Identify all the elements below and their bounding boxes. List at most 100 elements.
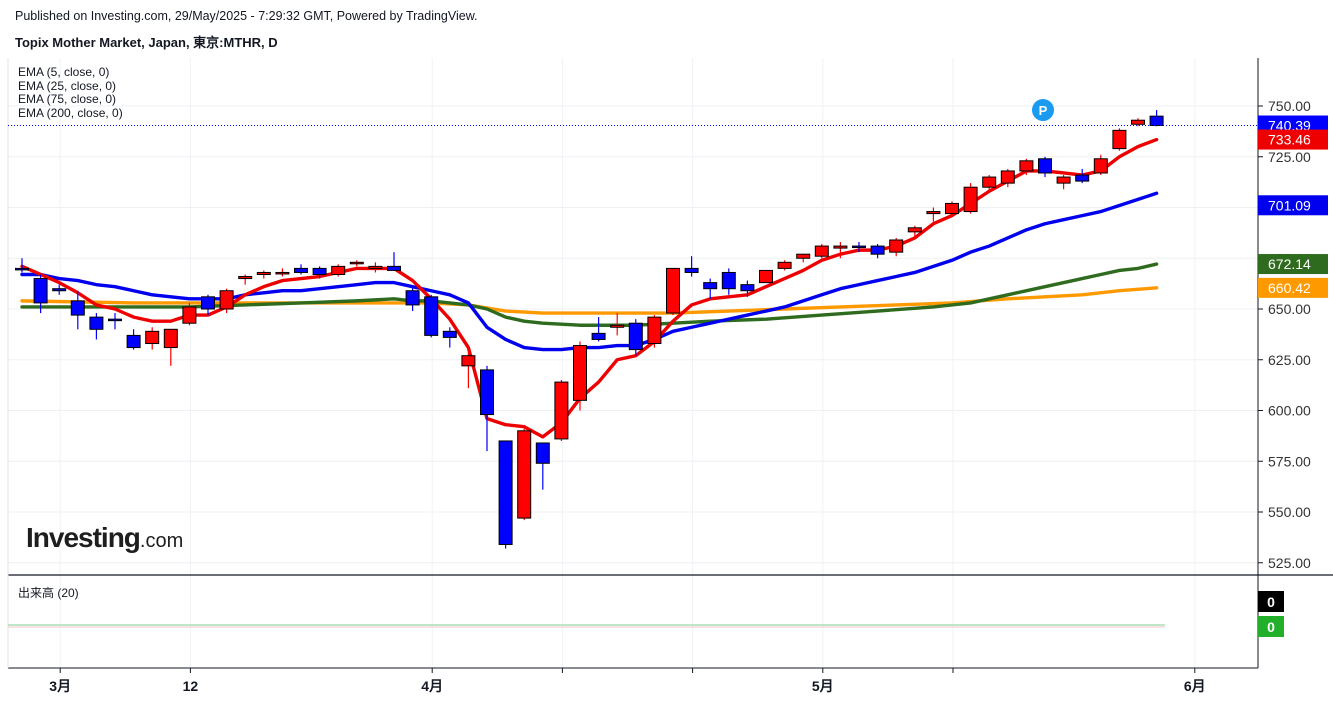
x-tick-label: 4月	[421, 678, 443, 694]
candle-body	[870, 245, 885, 255]
x-tick-label: 12	[183, 678, 199, 694]
candle-body	[201, 296, 215, 310]
candle-body	[331, 265, 346, 275]
p-badge	[1032, 99, 1054, 122]
candle-body	[740, 284, 755, 292]
candle-body	[89, 316, 104, 330]
price-label: 740.39	[1268, 118, 1311, 134]
candle-body	[461, 355, 476, 367]
y-tick-label: 650.00	[1268, 301, 1311, 317]
candle-body	[777, 261, 792, 269]
candle-body	[1149, 115, 1164, 127]
candle-body	[907, 227, 922, 233]
candle-body	[814, 245, 829, 257]
candle-body	[442, 330, 457, 338]
candle-body	[368, 265, 383, 269]
investing-logo: Investing.com	[26, 522, 183, 554]
candle-body	[610, 324, 625, 328]
candle-body	[535, 442, 550, 464]
candle-body	[945, 202, 959, 215]
volume-badge-bottom: 0	[1267, 619, 1275, 635]
axes: 750.00725.00700.00675.00650.00625.00600.…	[7, 58, 1333, 694]
published-note: Published on Investing.com, 29/May/2025 …	[15, 9, 478, 23]
candle-body	[666, 267, 680, 314]
p-badge-label: P	[1039, 103, 1048, 118]
candle-body	[759, 269, 773, 284]
grid	[8, 105, 1258, 564]
candle-body	[1093, 158, 1108, 174]
candle-body	[982, 176, 997, 188]
candle-body	[108, 318, 122, 322]
candle-body	[591, 332, 606, 340]
y-tick-label: 600.00	[1268, 403, 1311, 419]
candle-body	[238, 276, 253, 280]
candle-body	[889, 239, 904, 253]
candle-body	[52, 288, 67, 292]
candle-body	[182, 306, 197, 324]
ema75-legend[interactable]: EMA (75, close, 0)	[18, 92, 117, 106]
candle-body	[1038, 158, 1052, 174]
candle-body	[312, 267, 327, 275]
x-tick-label: 6月	[1184, 678, 1206, 694]
candle-body	[628, 322, 643, 351]
y-tick-label: 725.00	[1268, 149, 1311, 165]
candle-body	[33, 278, 48, 304]
logo-main: Investing	[26, 522, 141, 553]
candle-body	[219, 290, 234, 310]
candles: P	[15, 99, 1164, 549]
volume-badge-black	[1258, 591, 1284, 612]
candle-body	[294, 267, 308, 273]
candle-body	[796, 253, 811, 259]
volume-badge-green	[1258, 616, 1284, 637]
candle-body	[1131, 119, 1145, 125]
logo-suffix: .com	[139, 530, 184, 552]
candle-body	[349, 261, 364, 265]
price-label: 672.14	[1268, 256, 1311, 272]
candle-body	[15, 267, 29, 271]
ema-line	[20, 262, 1159, 327]
candle-body	[647, 316, 662, 345]
ema-line	[20, 286, 1159, 315]
ema25-legend[interactable]: EMA (25, close, 0)	[18, 78, 117, 93]
chart-title: Topix Mother Market, Japan, 東京:MTHR, D	[15, 35, 278, 50]
price-label-bg	[1258, 254, 1328, 275]
candle-body	[498, 440, 513, 545]
candle-body	[256, 271, 271, 275]
vertical-grid	[59, 58, 1196, 668]
candle-body	[405, 290, 420, 306]
candle-body	[387, 265, 401, 271]
y-tick-label: 575.00	[1268, 453, 1311, 469]
candle-body	[1112, 129, 1127, 150]
candle-body	[926, 211, 941, 215]
candle-body	[1075, 174, 1090, 182]
candle-body	[703, 282, 718, 290]
price-label-bg	[1258, 195, 1328, 216]
candle-body	[554, 381, 569, 440]
volume-legend[interactable]: 出来高 (20)	[18, 586, 79, 600]
volume-pane: 00	[8, 591, 1284, 637]
candle-body	[275, 271, 290, 275]
y-tick-label: 550.00	[1268, 504, 1311, 520]
volume-badge-top: 0	[1267, 594, 1275, 610]
price-label: 733.46	[1268, 132, 1311, 148]
candle-body	[852, 245, 866, 249]
y-tick-label: 625.00	[1268, 352, 1311, 368]
candle-body	[1019, 160, 1034, 172]
candle-body	[684, 267, 699, 273]
candle-body	[721, 271, 736, 290]
x-tick-label: 3月	[49, 678, 71, 694]
ema200-legend[interactable]: EMA (200, close, 0)	[18, 105, 123, 120]
price-label: 660.42	[1268, 280, 1311, 296]
candle-body	[1056, 176, 1071, 184]
price-label: 701.09	[1268, 197, 1311, 213]
y-tick-label: 525.00	[1268, 555, 1311, 571]
candle-body	[1000, 170, 1015, 184]
y-tick-label: 750.00	[1268, 98, 1311, 114]
price-label-bg	[1258, 129, 1328, 150]
candle-body	[480, 369, 494, 416]
ema5-legend[interactable]: EMA (5, close, 0)	[18, 65, 110, 79]
candle-body	[163, 328, 178, 349]
candle-body	[145, 330, 160, 345]
